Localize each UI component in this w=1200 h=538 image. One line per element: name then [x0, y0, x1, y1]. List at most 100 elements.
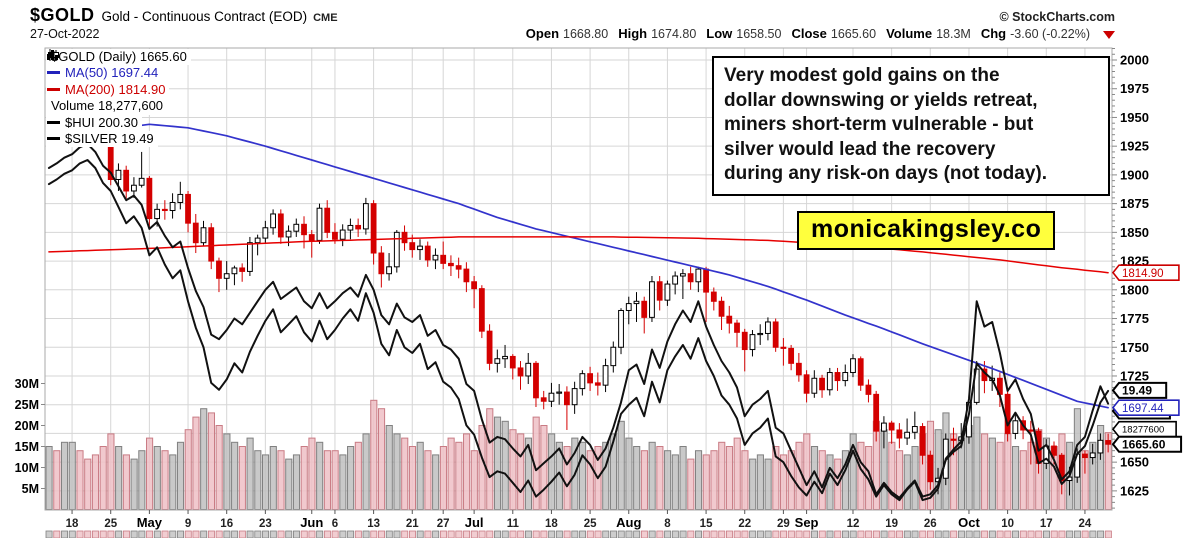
stub-bar [795, 530, 803, 538]
stub-bar [424, 530, 432, 538]
volume-bar-up [903, 454, 911, 510]
stub-bar [1081, 530, 1089, 538]
stub-bar [45, 530, 53, 538]
candle-body [594, 382, 601, 386]
volume-bar-down [981, 433, 989, 510]
candle-body [788, 347, 795, 364]
stub-bar [695, 530, 703, 538]
volume-bar-up [45, 446, 53, 510]
stub-bar [640, 530, 648, 538]
y-axis-label: 1900 [1120, 167, 1149, 182]
volume-bar-up [169, 454, 177, 510]
volume-bar-down [408, 446, 417, 510]
candle-body [641, 300, 648, 318]
stub-bar [416, 530, 424, 538]
candle-body [448, 262, 454, 267]
stub-bar [1066, 530, 1074, 538]
volume-bar-up [385, 425, 393, 510]
quote-value: 1665.60 [830, 27, 877, 41]
volume-bar-down [741, 450, 749, 511]
volume-bar-down [640, 450, 648, 511]
volume-bar-up [254, 450, 262, 511]
stub-bar [679, 530, 687, 538]
stub-bar [579, 530, 587, 538]
stub-bar [857, 530, 865, 538]
candle-body [896, 429, 903, 439]
volume-bar-up [633, 446, 641, 510]
x-axis-label: Oct [958, 515, 980, 530]
volume-bar-up [764, 458, 772, 511]
quote-value: 1668.80 [563, 27, 609, 41]
volume-bar-down [517, 433, 525, 510]
stub-bar [625, 530, 633, 538]
price-tag-text: 1814.90 [1122, 268, 1164, 280]
volume-bar-down [76, 450, 84, 511]
stub-bar [76, 530, 84, 538]
candle-body [803, 374, 810, 394]
candle-body [455, 265, 462, 270]
candle-body [502, 355, 508, 360]
stub-bar [726, 530, 733, 538]
y-axis-label: 1650 [1120, 455, 1149, 470]
series-ma50-path [48, 123, 1109, 409]
volume-bar-down [888, 441, 896, 510]
volume-bar-up [153, 446, 161, 510]
volume-bar-up [231, 441, 239, 510]
series-hui-path [47, 159, 1110, 502]
volume-bar-up [316, 441, 324, 510]
volume-bar-down [184, 429, 192, 511]
volume-bar-up [269, 446, 277, 510]
stub-bar [207, 530, 215, 538]
stub-bar [494, 530, 501, 538]
stub-bar [780, 530, 788, 538]
stub-bar [687, 530, 695, 538]
stub-bar [362, 530, 370, 538]
x-axis-label: 23 [259, 518, 272, 530]
volume-axis-label: 15M [15, 440, 39, 454]
stub-bar [927, 530, 934, 538]
series-hui [47, 159, 1110, 502]
candle-body [324, 207, 331, 233]
candle-body [525, 362, 532, 377]
stub-bar [254, 530, 262, 538]
candle-body [556, 391, 563, 394]
candle-body [904, 431, 911, 439]
x-axis-label: 26 [924, 518, 937, 530]
x-axis-label: 24 [1079, 518, 1092, 530]
candle-body [177, 193, 184, 203]
plot-border [44, 47, 1113, 511]
candle-body [834, 372, 841, 382]
volume-bar-down [215, 425, 223, 510]
volume-bar-down [463, 433, 471, 510]
candle-body [440, 254, 447, 264]
volume-bar-up [1011, 446, 1020, 510]
stub-bar [532, 530, 540, 538]
volume-bar-down [586, 450, 594, 511]
candle-body [185, 193, 191, 224]
volume-bar-down [478, 425, 486, 510]
volume-bar-down [710, 450, 718, 511]
stub-bar [656, 530, 664, 538]
stub-bar [393, 530, 401, 538]
volume-bar-down [1019, 450, 1027, 511]
stub-bar [455, 530, 463, 538]
price-tag-text: 18277600 [1122, 425, 1164, 436]
stub-bar [61, 530, 68, 538]
candle-body [919, 426, 926, 456]
x-axis-label: 19 [885, 518, 898, 530]
volume-bar-up [493, 416, 502, 511]
x-axis-label: 25 [104, 518, 117, 530]
candle-body [409, 242, 416, 251]
volume-bar-down [447, 437, 455, 511]
volume-bar-down [84, 458, 92, 511]
stub-bar [115, 530, 123, 538]
volume-bar-up [200, 408, 208, 511]
volume-bar-down [192, 416, 200, 511]
stub-bar [91, 530, 99, 538]
candle-body [1012, 420, 1019, 434]
volume-bar-down [718, 441, 726, 510]
stub-bar [702, 530, 710, 538]
stub-bar [1012, 530, 1020, 538]
price-tag-shape [1111, 264, 1180, 281]
stub-bar [540, 530, 548, 538]
